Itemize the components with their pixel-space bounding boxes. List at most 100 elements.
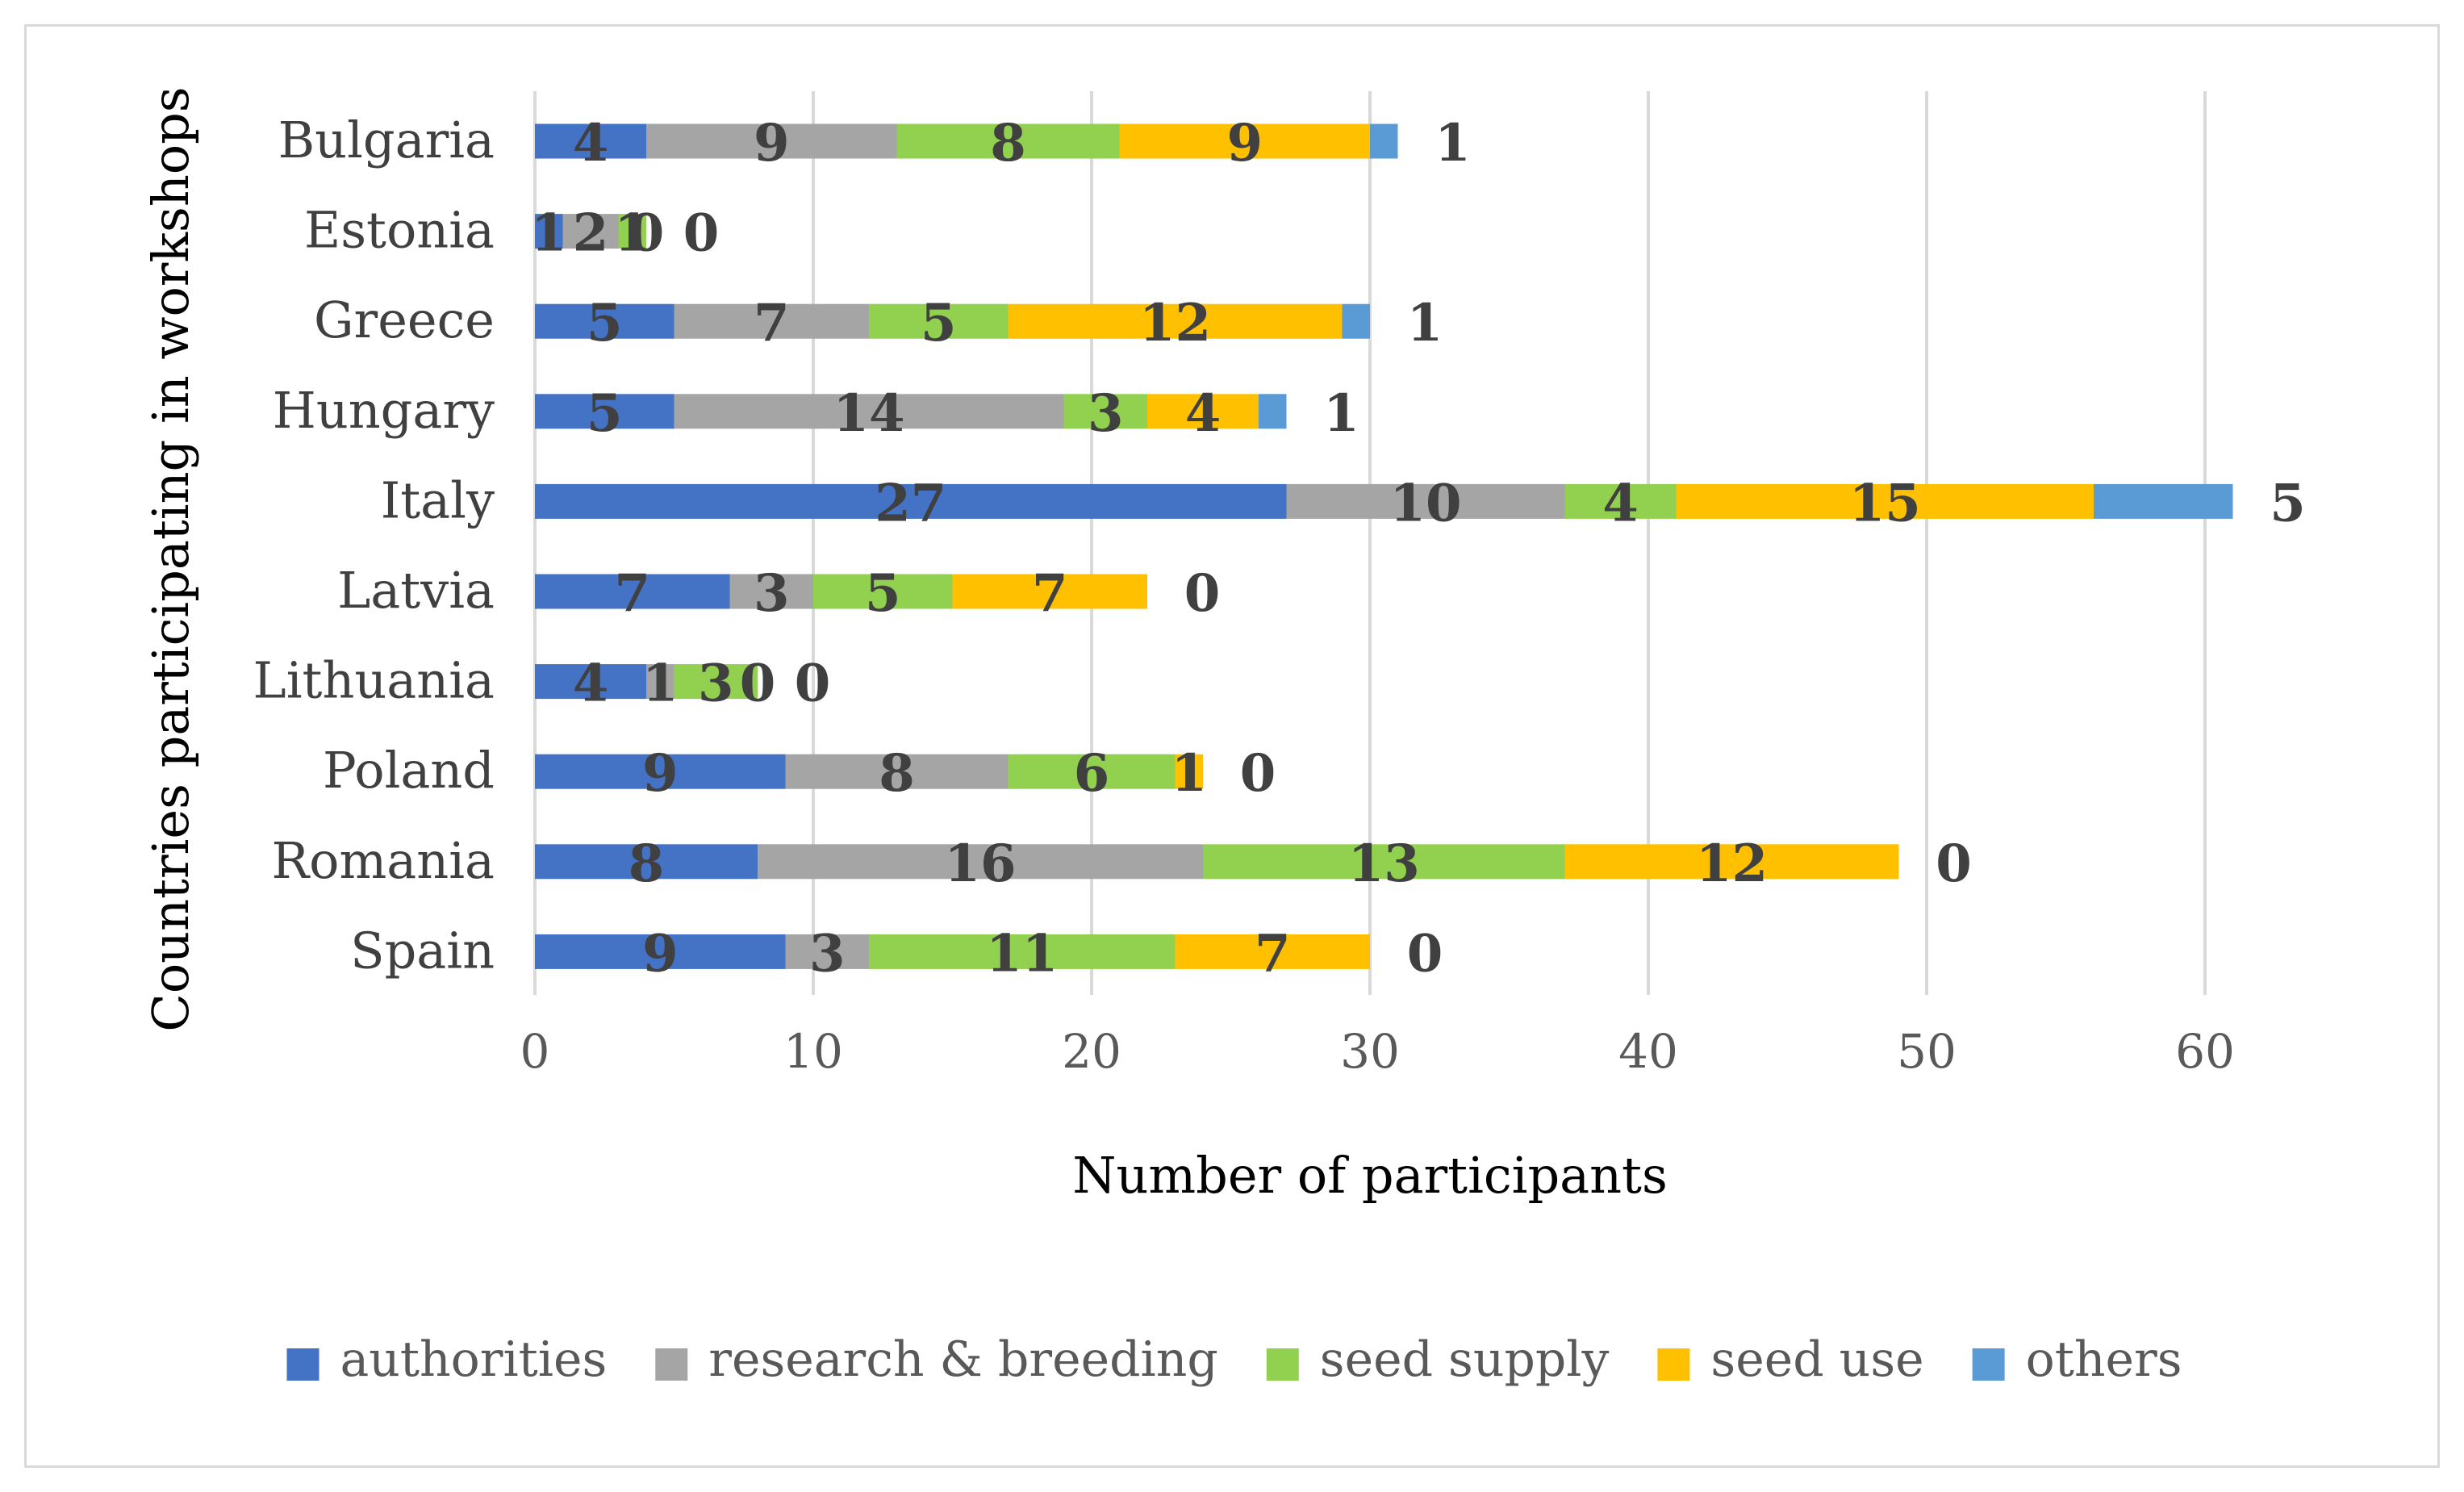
x-axis-title: Number of participants [1072, 1146, 1668, 1205]
data-label: 4 [573, 113, 609, 173]
data-label: 5 [865, 563, 901, 624]
category-label: Lithuania [253, 651, 495, 710]
data-labels: 4 9 8 9 11 2 10 05 7 5 12 15 14 3 4 127 10 4 15 57 3 5 7 04 1 3 0 0… [531, 113, 2306, 984]
legend-swatch [286, 1348, 319, 1381]
data-label: 1 [1435, 113, 1471, 173]
bar-segment [1203, 844, 1565, 880]
data-label: 4 [1185, 383, 1222, 444]
stacked-bar-chart: 4 9 8 9 11 2 10 05 7 5 12 15 14 3 4 127 10 4 15 57 3 5 7 04 1 3 0 0… [141, 86, 2306, 1388]
legend-swatch [655, 1348, 688, 1381]
bar-segment [1259, 394, 1287, 429]
bar-segment [1286, 483, 1565, 519]
x-tick-label: 10 [783, 1024, 843, 1079]
data-label: 9 [754, 113, 790, 173]
bar-segment [1342, 303, 1370, 339]
x-tick-label: 40 [1618, 1024, 1678, 1079]
x-tick-label: 30 [1340, 1024, 1400, 1079]
bar-segment [535, 574, 730, 609]
data-label: 10 [1389, 473, 1461, 533]
data-label: 13 [1348, 834, 1420, 894]
gridlines [533, 91, 2207, 995]
bar-segment [535, 934, 786, 969]
bar-segment [1119, 123, 1370, 159]
data-label: 9 [1226, 113, 1263, 173]
x-tick-label: 60 [2175, 1024, 2235, 1079]
data-label: 7 [1032, 563, 1068, 624]
bar-segment [674, 303, 869, 339]
legend-label: seed use [1710, 1331, 1923, 1388]
chart-frame: 4 9 8 9 1 1 2 1 0 0 5 7 5 12 1 5 14 3 4 1 27 10 4 15 5 7 3 5 7 0 4 1 3 0 0… [24, 24, 2440, 1468]
category-label: Latvia [337, 561, 495, 620]
bar-segment [1008, 754, 1176, 789]
data-label: 12 [1139, 293, 1211, 353]
data-label: 0 [1936, 834, 1972, 894]
data-label: 7 [1255, 923, 1291, 984]
legend-label: research & breeding [708, 1331, 1218, 1388]
data-label: 3 [809, 923, 846, 984]
legend-item: authorities [286, 1331, 608, 1388]
data-label: 5 [587, 383, 623, 444]
bar-segment [535, 123, 646, 159]
data-label: 9 [642, 743, 679, 804]
x-axis-tick-labels: 0 10 20 30 40 50 60 [520, 1024, 2235, 1079]
bar-segment [758, 844, 1203, 880]
legend-label: others [2026, 1331, 2182, 1388]
legend-swatch [1657, 1348, 1690, 1381]
x-tick-label: 50 [1897, 1024, 1957, 1079]
category-label: Estonia [304, 201, 495, 260]
data-label: 11 [986, 923, 1058, 984]
data-label: 8 [629, 834, 665, 894]
data-label: 12 [1696, 834, 1768, 894]
category-axis-labels: Bulgaria Estonia Greece Hungary Italy Latvia L… [253, 111, 495, 980]
bar-segment [952, 574, 1147, 609]
category-label: Greece [314, 290, 495, 349]
bar-segment [1175, 754, 1203, 789]
data-label: 4 [1602, 473, 1639, 533]
bar-segment [869, 934, 1176, 969]
legend-swatch [1972, 1348, 2005, 1381]
data-label: 7 [754, 293, 790, 353]
category-label: Hungary [273, 381, 495, 440]
bar-segment [646, 664, 674, 700]
bar-segment [729, 574, 813, 609]
legend-label: authorities [340, 1331, 608, 1388]
bar-segment [535, 664, 646, 700]
bar-segment [1370, 123, 1398, 159]
data-label: 0 [1184, 563, 1221, 624]
bar-segment [674, 664, 758, 700]
data-label: 0 [795, 654, 831, 714]
data-label: 3 [1088, 383, 1124, 444]
data-label: 1 [1407, 293, 1443, 353]
data-label: 0 [683, 203, 720, 264]
legend-item: seed use [1657, 1331, 1924, 1388]
bar-segment [562, 214, 619, 249]
data-label: 5 [921, 293, 957, 353]
data-label: 7 [614, 563, 650, 624]
bar-segment [1175, 934, 1370, 969]
data-label: 15 [1849, 473, 1921, 533]
data-label: 5 [2270, 473, 2306, 533]
x-tick-label: 0 [520, 1024, 550, 1079]
bar-segment [1676, 483, 2094, 519]
data-label: 0 [740, 654, 776, 714]
bar-segment [1008, 303, 1343, 339]
bar-segment [535, 754, 786, 789]
bar-segment [813, 574, 953, 609]
data-label: 8 [990, 113, 1026, 173]
data-label: 4 [573, 654, 609, 714]
legend-swatch [1266, 1348, 1299, 1381]
data-label: 3 [754, 563, 790, 624]
bars [535, 123, 2233, 969]
bar-segment [674, 394, 1064, 429]
data-label: 0 [1240, 743, 1276, 804]
category-label: Italy [381, 470, 495, 529]
data-label: 1 [1323, 383, 1359, 444]
bar-segment [869, 303, 1009, 339]
bar-segment [1147, 394, 1259, 429]
bar-segment [785, 934, 869, 969]
legend-item: seed supply [1266, 1331, 1610, 1388]
data-label: 2 [573, 203, 609, 264]
category-label: Spain [350, 921, 495, 980]
bar-segment [535, 844, 758, 880]
bar-segment [535, 214, 563, 249]
